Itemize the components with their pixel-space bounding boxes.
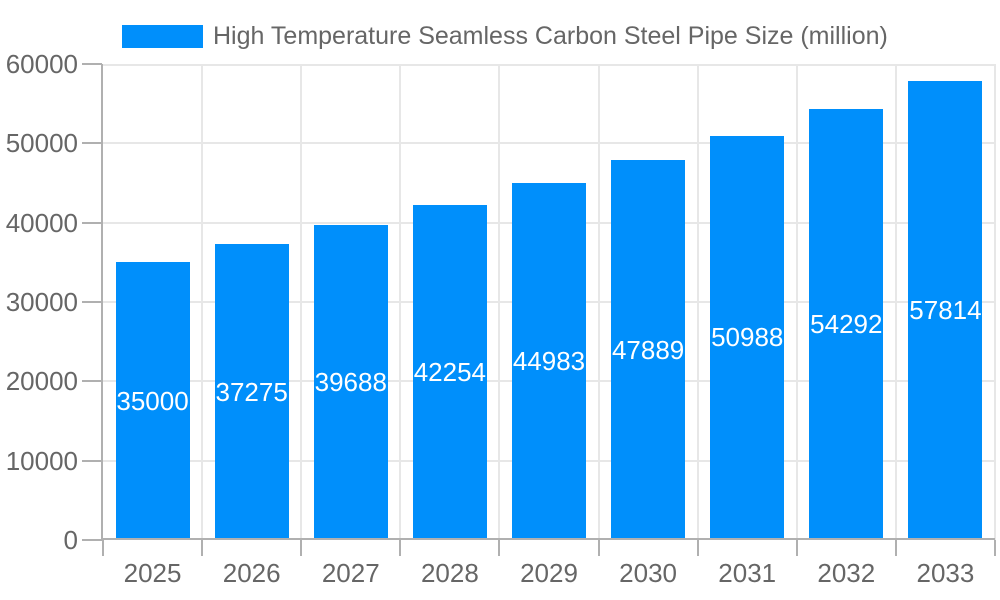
bar-2028: 42254 (412, 204, 487, 540)
bar-value-label: 54292 (810, 309, 883, 340)
x-axis-tick (102, 540, 104, 556)
x-axis-tick (300, 540, 303, 556)
legend-swatch (122, 25, 203, 48)
y-tick-label: 40000 (5, 207, 78, 238)
y-axis-tick (82, 459, 102, 462)
bar-value-label: 47889 (611, 334, 685, 365)
x-tick-label: 2030 (619, 558, 678, 588)
x-tick-label: 2032 (817, 558, 876, 588)
plot-area: 35000 37275 39688 42254 44983 47889 50988 54292… (103, 64, 996, 540)
x-axis-tick (894, 540, 897, 556)
bar-2027: 39688 (313, 225, 388, 540)
y-axis-line (101, 64, 103, 540)
bar-2026: 37275 (214, 244, 289, 540)
bar-value-label: 35000 (116, 385, 189, 416)
gridline-v (300, 64, 303, 540)
gridline-v (597, 64, 600, 540)
gridline-v (498, 64, 501, 540)
x-axis-tick (399, 540, 402, 556)
y-tick-label: 20000 (5, 366, 78, 397)
x-tick-label: 2031 (718, 558, 777, 588)
y-tick-label: 0 (63, 525, 78, 555)
x-axis-tick (994, 540, 996, 556)
y-axis-tick (82, 142, 102, 145)
x-tick-label: 2033 (916, 558, 975, 588)
x-axis-tick (597, 540, 600, 556)
x-axis-tick (498, 540, 501, 556)
legend-label: High Temperature Seamless Carbon Steel P… (213, 22, 888, 50)
bar-value-label: 44983 (512, 346, 586, 377)
bar-2025: 35000 (115, 262, 190, 540)
gridline-h (103, 142, 995, 145)
y-tick-label: 30000 (5, 287, 78, 317)
x-axis-line (101, 538, 995, 540)
gridline-v (795, 64, 798, 540)
y-axis-tick (82, 301, 102, 303)
y-tick-label: 50000 (5, 128, 78, 159)
y-axis-tick (82, 221, 102, 224)
bar-2033: 57814 (908, 81, 983, 540)
x-axis-tick (795, 540, 798, 556)
bar-2030: 47889 (611, 160, 686, 540)
bar-value-label: 37275 (215, 376, 288, 407)
y-tick-label: 10000 (5, 445, 78, 476)
y-axis-tick (82, 539, 102, 541)
gridline-v (994, 64, 996, 540)
bar-2031: 50988 (710, 135, 785, 540)
bar-value-label: 39688 (314, 367, 387, 398)
bar-value-label: 42254 (413, 356, 487, 387)
x-tick-label: 2028 (420, 558, 479, 588)
x-tick-label: 2027 (321, 558, 380, 588)
bar-2029: 44983 (512, 183, 586, 540)
gridline-h (103, 64, 995, 66)
y-tick-label: 60000 (5, 49, 78, 79)
gridline-v (399, 64, 402, 540)
y-axis-tick (82, 380, 102, 383)
bar-value-label: 50988 (711, 322, 784, 353)
x-tick-label: 2026 (222, 558, 281, 588)
x-tick-label: 2025 (123, 558, 182, 588)
x-axis-tick (696, 540, 699, 556)
gridline-v (894, 64, 897, 540)
bar-2032: 54292 (809, 109, 884, 540)
gridline-v (696, 64, 699, 540)
x-axis-tick (201, 540, 204, 556)
y-axis-tick (82, 63, 102, 65)
gridline-v (201, 64, 204, 540)
legend-item[interactable]: High Temperature Seamless Carbon Steel P… (122, 22, 888, 51)
bar-value-label: 57814 (909, 295, 982, 326)
x-tick-label: 2029 (520, 558, 578, 588)
